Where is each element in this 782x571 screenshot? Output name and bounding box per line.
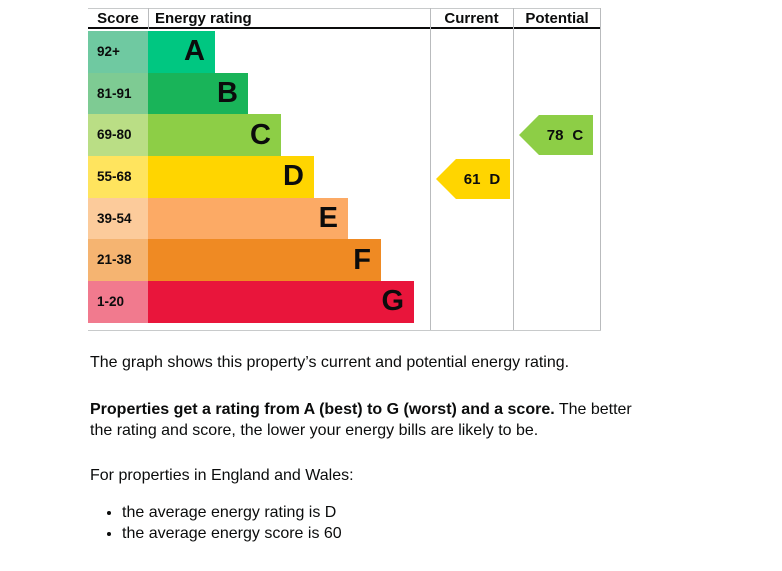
- chart-top-border: [88, 8, 601, 9]
- column-header-energy-rating: Energy rating: [155, 10, 252, 27]
- rating-explainer-bold: Properties get a rating from A (best) to…: [90, 401, 555, 418]
- grid-line-score: [148, 8, 149, 29]
- paragraph-rating-explainer: Properties get a rating from A (best) to…: [90, 399, 730, 441]
- band-score-range: 92+: [88, 31, 148, 73]
- band-letter: F: [353, 243, 371, 276]
- chart-header-row: Score Energy rating Current Potential: [88, 9, 601, 29]
- list-item-average-rating: the average energy rating is D: [122, 502, 730, 523]
- band-row-c: 69-80 C: [88, 114, 601, 157]
- band-row-e: 39-54 E: [88, 197, 601, 240]
- band-score-range: 55-68: [88, 156, 148, 198]
- band-bar-c: C: [148, 114, 281, 157]
- list-item-average-score: the average energy score is 60: [122, 523, 730, 544]
- band-score-range: 69-80: [88, 114, 148, 157]
- band-letter: B: [217, 77, 238, 110]
- current-band: D: [489, 170, 501, 188]
- band-row-d: 55-68 D: [88, 156, 601, 198]
- potential-band: C: [572, 126, 584, 144]
- column-header-current: Current: [444, 10, 499, 27]
- column-header-potential: Potential: [525, 10, 589, 27]
- rating-explainer-rest: The better: [558, 401, 632, 418]
- band-row-g: 1-20 G: [88, 281, 601, 323]
- chart-bottom-border: [88, 330, 601, 331]
- grid-line-right-edge: [600, 8, 601, 331]
- paragraph-england-wales: For properties in England and Wales:: [90, 467, 354, 484]
- band-row-f: 21-38 F: [88, 239, 601, 282]
- band-letter: C: [250, 118, 271, 151]
- potential-score: 78: [546, 126, 564, 144]
- band-letter: A: [184, 35, 205, 68]
- band-bar-f: F: [148, 239, 381, 282]
- average-stats-list: the average energy rating is D the avera…: [90, 502, 730, 544]
- band-letter: G: [381, 285, 404, 318]
- band-score-range: 1-20: [88, 281, 148, 323]
- band-bar-e: E: [148, 197, 348, 240]
- band-letter: D: [283, 160, 304, 193]
- band-row-b: 81-91 B: [88, 72, 601, 115]
- band-bar-a: A: [148, 31, 215, 73]
- band-score-range: 21-38: [88, 239, 148, 282]
- band-row-a: 92+ A: [88, 31, 601, 73]
- energy-rating-chart: Score Energy rating Current Potential 92…: [88, 8, 601, 332]
- band-letter: E: [318, 202, 338, 235]
- paragraph-graph-shows: The graph shows this property’s current …: [90, 354, 570, 371]
- band-bar-d: D: [148, 156, 314, 198]
- band-bar-g: G: [148, 281, 414, 323]
- grid-line-potential: [513, 8, 514, 331]
- band-score-range: 81-91: [88, 72, 148, 115]
- current-score: 61: [463, 170, 481, 188]
- column-header-score: Score: [97, 10, 139, 27]
- band-bar-b: B: [148, 72, 248, 115]
- chart-description: The graph shows this property’s current …: [90, 352, 730, 544]
- grid-line-current: [430, 8, 431, 331]
- rating-bands: 92+ A 81-91 B 69-80 C 55-68 D: [88, 31, 601, 323]
- rating-explainer-line2: the rating and score, the lower your ene…: [90, 422, 539, 439]
- band-score-range: 39-54: [88, 197, 148, 240]
